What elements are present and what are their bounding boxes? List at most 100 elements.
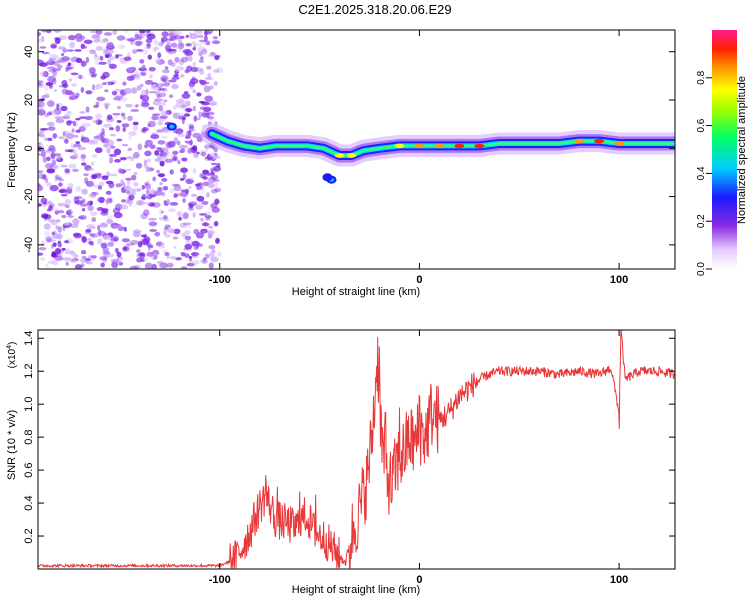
- ridge-peak: [434, 143, 445, 149]
- noise-speckle: [56, 103, 60, 111]
- noise-speckle: [81, 255, 87, 260]
- noise-speckle: [115, 183, 122, 188]
- noise-speckle: [161, 69, 170, 74]
- noise-speckle: [44, 85, 48, 92]
- noise-speckle: [184, 253, 190, 258]
- noise-speckle: [142, 127, 149, 132]
- noise-speckle: [91, 161, 95, 166]
- noise-speckle: [187, 147, 193, 154]
- noise-speckle: [189, 33, 199, 40]
- noise-speckle: [171, 50, 177, 55]
- noise-speckle: [172, 30, 182, 36]
- noise-speckle: [147, 123, 152, 127]
- noise-speckle: [93, 39, 100, 43]
- noise-speckle: [161, 178, 168, 182]
- noise-speckle: [153, 190, 163, 196]
- noise-speckle: [185, 239, 193, 244]
- noise-speckle: [167, 30, 175, 33]
- snr-multiplier-exp: 4: [6, 345, 13, 349]
- noise-speckle: [167, 50, 175, 55]
- noise-speckle: [168, 79, 177, 83]
- noise-speckle: [141, 234, 146, 238]
- noise-speckle: [214, 55, 220, 61]
- noise-speckle: [50, 207, 59, 213]
- noise-speckle: [118, 261, 124, 266]
- ridge-peak: [474, 143, 485, 149]
- ridge-peak: [614, 141, 625, 146]
- noise-speckle: [200, 217, 204, 222]
- noise-speckle: [99, 55, 104, 61]
- noise-speckle: [185, 34, 189, 39]
- ridge-peak: [334, 153, 345, 158]
- noise-speckle: [204, 144, 211, 150]
- noise-speckle: [48, 205, 54, 211]
- noise-speckle: [88, 255, 92, 259]
- noise-speckle: [208, 262, 214, 269]
- noise-speckle: [158, 104, 164, 112]
- noise-speckle: [81, 199, 85, 203]
- noise-speckle: [39, 102, 46, 107]
- noise-speckle: [160, 210, 164, 214]
- noise-speckle: [46, 100, 55, 107]
- noise-speckle: [68, 163, 77, 169]
- noise-speckle: [181, 93, 191, 99]
- noise-speckle: [135, 188, 142, 192]
- y-tick-label: 40: [23, 46, 35, 58]
- noise-speckle: [170, 42, 178, 48]
- noise-speckle: [164, 158, 174, 163]
- snr-panel: -100 0 100 0.2 0.4 0.6 0.8 1.0 1.2 1.4 Height of …: [6, 329, 676, 596]
- noise-speckle: [149, 229, 157, 232]
- noise-speckle: [192, 105, 196, 112]
- noise-speckle: [154, 40, 160, 47]
- noise-speckle: [46, 237, 52, 243]
- noise-speckle: [175, 46, 184, 49]
- noise-speckle: [83, 39, 93, 44]
- noise-speckle: [72, 232, 81, 237]
- noise-speckle: [185, 235, 192, 241]
- noise-speckle: [58, 210, 65, 214]
- noise-speckle: [38, 82, 42, 86]
- noise-speckle: [106, 116, 115, 123]
- noise-speckle: [38, 109, 46, 116]
- y-tick-label: 1.0: [23, 397, 35, 412]
- x-tick-label: 0: [416, 574, 422, 586]
- noise-speckle: [211, 40, 221, 44]
- noise-speckle: [66, 120, 74, 124]
- noise-speckle: [141, 185, 145, 190]
- noise-speckle: [188, 126, 195, 132]
- noise-speckle: [115, 54, 123, 57]
- noise-speckle: [92, 184, 98, 188]
- noise-speckle: [114, 113, 119, 119]
- noise-speckle: [105, 197, 113, 204]
- noise-speckle: [95, 234, 102, 238]
- noise-speckle: [182, 198, 187, 203]
- noise-speckle: [107, 81, 112, 86]
- y-tick-label: -20: [23, 189, 35, 205]
- noise-speckle: [87, 237, 92, 241]
- noise-speckle: [212, 256, 218, 261]
- noise-speckle: [38, 170, 44, 174]
- noise-speckle: [137, 199, 145, 206]
- noise-speckle: [131, 87, 138, 94]
- noise-speckle: [191, 252, 200, 257]
- noise-speckle: [47, 148, 52, 152]
- noise-speckle: [40, 151, 46, 158]
- noise-speckle: [207, 233, 213, 239]
- noise-speckle: [204, 77, 214, 80]
- noise-speckle: [80, 60, 87, 67]
- noise-speckle: [192, 144, 198, 151]
- noise-speckle: [47, 66, 56, 70]
- noise-speckle: [42, 30, 47, 33]
- noise-speckle: [154, 46, 160, 51]
- noise-speckle: [140, 72, 147, 76]
- noise-speckle: [132, 229, 142, 234]
- noise-speckle: [142, 127, 147, 134]
- noise-speckle: [185, 136, 191, 139]
- noise-speckle: [106, 219, 114, 224]
- noise-speckle: [85, 180, 94, 187]
- noise-speckle: [184, 243, 193, 250]
- noise-speckle: [78, 125, 86, 132]
- noise-speckle: [157, 120, 163, 126]
- noise-speckle: [78, 215, 87, 220]
